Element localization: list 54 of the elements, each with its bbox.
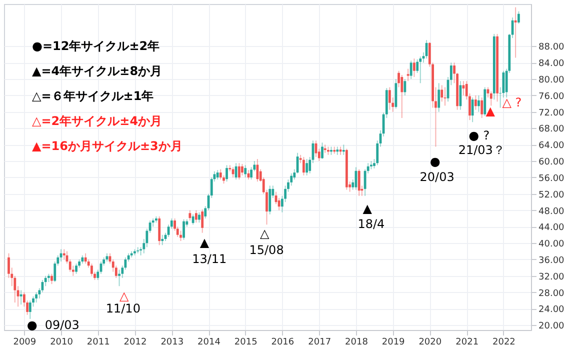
x-tick-label: 2012 [124,338,147,348]
x-tick-label: 2014 [198,338,221,348]
annotation: △ [260,226,270,241]
annotation: 11/10 [106,302,140,316]
annotation: △ [502,95,512,110]
annotation: ▲ [362,201,373,216]
x-tick-label: 2020 [418,338,442,348]
annotation: ? [483,128,490,142]
y-tick-label: 80.00 [538,76,565,86]
x-tick-label: 2021 [456,338,479,348]
annotation: ● [430,154,440,169]
annotation: 20/03 [420,170,454,184]
y-tick-label: 68.00 [538,124,565,135]
annotation: ▲ [200,235,210,250]
y-tick-label: 20.00 [538,322,565,332]
x-tick-label: 2009 [13,338,36,348]
y-tick-label: 44.00 [538,223,565,234]
y-tick-label: 24.00 [538,305,565,316]
annotation: △=６年サイクル±1年 [32,89,154,103]
annotation: ▲=16か月サイクル±3か月 [32,139,182,153]
y-tick-label: 40.00 [538,240,565,250]
y-tick-label: 48.00 [538,206,565,217]
y-tick-label: 56.00 [538,174,565,184]
x-tick-label: 2019 [382,338,406,348]
y-tick-label: 76.00 [538,92,565,102]
x-tick-label: 2015 [234,338,258,348]
x-tick-label: 2016 [271,338,294,348]
annotation: 15/08 [249,243,284,258]
annotation: 13/11 [192,252,227,266]
y-tick-label: 36.00 [538,256,565,266]
annotation: ●=12年サイクル±2年 [32,39,160,53]
annotation: 09/03 [44,318,80,332]
annotation: 18/4 [358,216,385,231]
annotation: ? [515,95,522,110]
annotation: △ [120,288,130,303]
y-tick-label: 84.00 [538,59,565,70]
annotation: 21/03？ [458,142,505,157]
x-tick-label: 2010 [50,338,74,348]
x-tick-label: 2011 [86,338,110,348]
x-tick-label: 2013 [160,338,184,348]
annotation: ▲=4年サイクル±8か月 [32,64,162,78]
x-tick-label: 2018 [345,338,368,348]
x-tick-label: 2017 [308,338,332,348]
annotation: △=2年サイクル±4か月 [32,114,162,128]
annotation: ● [26,318,38,332]
annotation: ● [468,128,480,142]
y-tick-label: 72.00 [538,108,565,118]
y-tick-label: 60.00 [538,158,565,168]
y-tick-label: 88.00 [538,42,565,53]
y-tick-label: 52.00 [538,190,565,200]
y-tick-label: 64.00 [538,141,565,152]
y-tick-label: 32.00 [538,272,565,282]
y-tick-label: 28.00 [538,288,565,299]
x-tick-label: 2022 [492,338,516,348]
